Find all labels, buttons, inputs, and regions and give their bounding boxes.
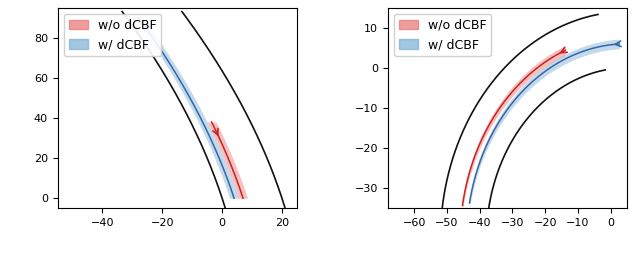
Legend: w/o dCBF, w/ dCBF: w/o dCBF, w/ dCBF	[394, 14, 492, 56]
Legend: w/o dCBF, w/ dCBF: w/o dCBF, w/ dCBF	[64, 14, 161, 56]
